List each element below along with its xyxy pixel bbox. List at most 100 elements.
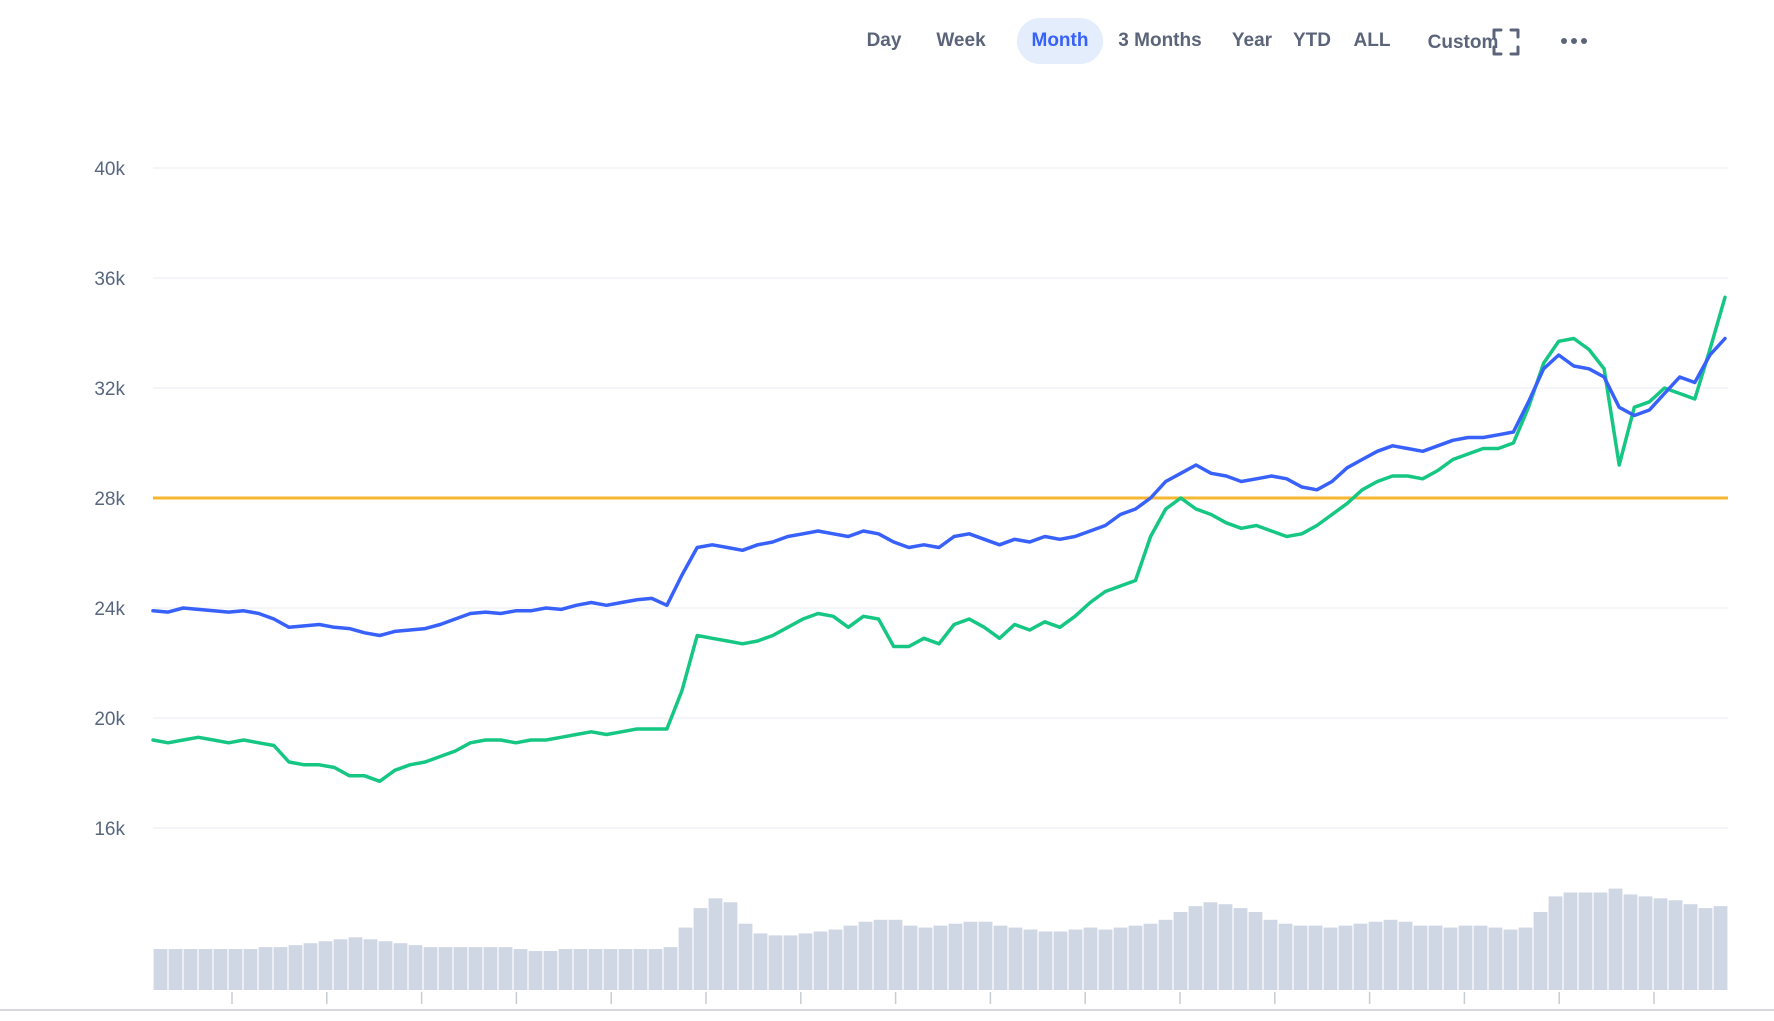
volume-bar <box>348 937 363 990</box>
volume-bar <box>1593 892 1608 990</box>
volume-bar <box>738 923 753 990</box>
volume-bar <box>618 949 633 990</box>
volume-bar <box>363 939 378 990</box>
y-tick-label: 32k <box>94 379 125 400</box>
volume-bar <box>513 949 528 990</box>
volume-bar <box>783 935 798 990</box>
volume-bar <box>1443 927 1458 990</box>
volume-bar <box>1068 929 1083 990</box>
x-axis-ticks <box>0 992 1774 1011</box>
volume-bar <box>558 949 573 990</box>
volume-bar <box>903 925 918 990</box>
volume-bar <box>948 923 963 990</box>
volume-bars <box>153 888 1728 990</box>
volume-bar <box>753 933 768 990</box>
volume-bar <box>813 931 828 990</box>
volume-bar <box>1218 904 1233 990</box>
range-button-year[interactable]: Year <box>1231 30 1273 51</box>
range-button-ytd[interactable]: YTD <box>1293 30 1331 51</box>
volume-bar <box>768 935 783 990</box>
volume-bar <box>1098 929 1113 990</box>
volume-bar <box>708 898 723 990</box>
volume-bar <box>1383 919 1398 990</box>
y-tick-label: 16k <box>94 819 125 840</box>
volume-bar <box>1368 921 1383 990</box>
y-tick-label: 24k <box>94 599 125 620</box>
volume-bar <box>498 947 513 990</box>
volume-bar <box>1533 912 1548 990</box>
volume-bar <box>1053 931 1068 990</box>
fullscreen-icon[interactable] <box>1486 22 1526 62</box>
volume-bar <box>1518 927 1533 990</box>
volume-bar <box>603 949 618 990</box>
volume-bar <box>288 945 303 990</box>
volume-bar <box>648 949 663 990</box>
range-button-day[interactable]: Day <box>866 30 902 51</box>
volume-bar <box>888 919 903 990</box>
volume-bar <box>1398 921 1413 990</box>
volume-bar <box>453 947 468 990</box>
volume-bar <box>273 947 288 990</box>
volume-bar <box>873 919 888 990</box>
volume-bar <box>573 949 588 990</box>
volume-bar <box>1128 925 1143 990</box>
volume-bar <box>1578 892 1593 990</box>
volume-bar <box>1668 900 1683 990</box>
volume-bar <box>1653 898 1668 990</box>
volume-bar <box>243 949 258 990</box>
volume-bar <box>978 921 993 990</box>
y-tick-label: 40k <box>94 159 125 180</box>
green-series-line <box>151 295 1727 784</box>
volume-bar <box>663 947 678 990</box>
volume-bar <box>1143 923 1158 990</box>
more-horizontal-icon[interactable] <box>1554 22 1594 62</box>
volume-bar <box>1503 929 1518 990</box>
volume-bar <box>933 925 948 990</box>
volume-bar <box>993 925 1008 990</box>
volume-bar <box>183 949 198 990</box>
volume-bar <box>588 949 603 990</box>
volume-bar <box>693 908 708 990</box>
volume-bar <box>318 941 333 990</box>
volume-bar <box>1023 929 1038 990</box>
volume-bar <box>1188 906 1203 990</box>
range-button-month[interactable]: Month <box>1017 18 1103 64</box>
volume-bar <box>1083 927 1098 990</box>
y-tick-label: 20k <box>94 709 125 730</box>
volume-bar <box>1548 896 1563 990</box>
volume-bar <box>678 927 693 990</box>
y-tick-label: 36k <box>94 269 125 290</box>
volume-bar <box>963 921 978 990</box>
range-button-custom[interactable]: Custom <box>1427 32 1499 53</box>
y-axis-ticks: 40k 36k 32k 28k 24k 20k 16k <box>94 159 125 840</box>
volume-bar <box>408 945 423 990</box>
range-button-week[interactable]: Week <box>936 30 986 51</box>
volume-bar <box>1233 908 1248 990</box>
series-lines <box>151 295 1727 784</box>
volume-bar <box>168 949 183 990</box>
volume-bar <box>1698 908 1713 990</box>
volume-bar <box>1428 925 1443 990</box>
y-tick-label: 28k <box>94 489 125 510</box>
volume-bar <box>468 947 483 990</box>
volume-bar <box>258 947 273 990</box>
volume-bar <box>1293 925 1308 990</box>
range-button-3-months[interactable]: 3 Months <box>1118 30 1202 51</box>
volume-bar <box>393 943 408 990</box>
volume-bar <box>1248 912 1263 990</box>
volume-bar <box>1278 923 1293 990</box>
volume-bar <box>918 927 933 990</box>
volume-bar <box>1413 925 1428 990</box>
volume-bar <box>198 949 213 990</box>
volume-bar <box>1488 927 1503 990</box>
volume-bar <box>633 949 648 990</box>
volume-bar <box>858 921 873 990</box>
range-button-all[interactable]: ALL <box>1353 30 1391 51</box>
volume-bar <box>378 941 393 990</box>
volume-bar <box>1323 927 1338 990</box>
volume-bar <box>1608 888 1623 990</box>
volume-bar <box>1173 912 1188 990</box>
volume-bar <box>1638 896 1653 990</box>
volume-bar <box>1473 925 1488 990</box>
